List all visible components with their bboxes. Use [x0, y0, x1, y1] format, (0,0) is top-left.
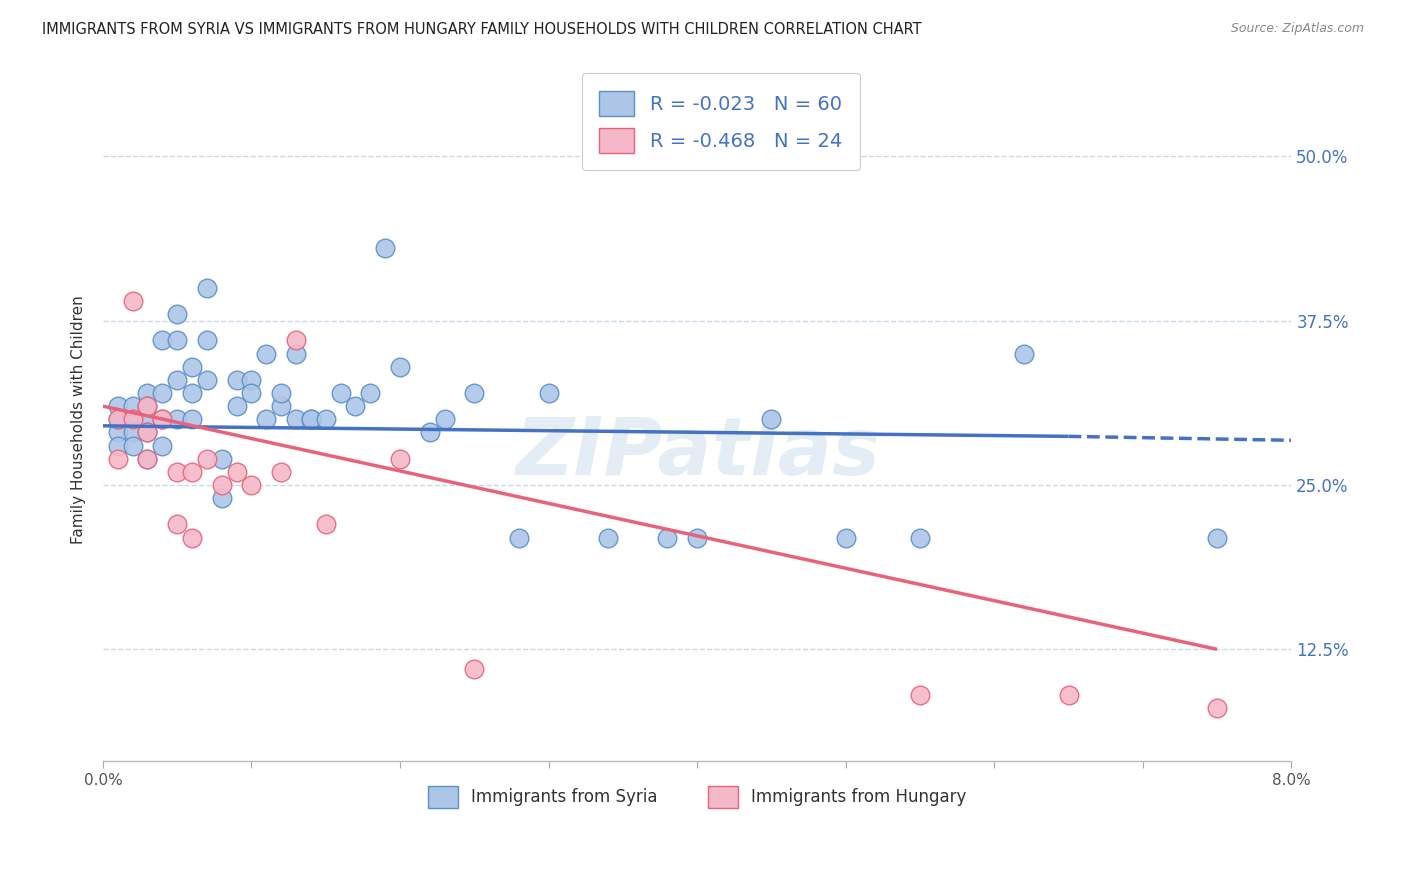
Point — [136, 451, 159, 466]
Legend: Immigrants from Syria, Immigrants from Hungary: Immigrants from Syria, Immigrants from H… — [422, 780, 973, 814]
Point — [908, 689, 931, 703]
Point — [270, 399, 292, 413]
Point — [1206, 701, 1229, 715]
Point — [107, 399, 129, 413]
Point — [315, 517, 337, 532]
Point — [433, 412, 456, 426]
Point — [225, 373, 247, 387]
Point — [136, 399, 159, 413]
Point — [166, 334, 188, 348]
Point — [240, 386, 263, 401]
Point — [195, 451, 218, 466]
Point — [1012, 346, 1035, 360]
Point — [136, 412, 159, 426]
Point — [419, 425, 441, 440]
Point — [254, 346, 277, 360]
Point — [1206, 531, 1229, 545]
Point — [181, 465, 204, 479]
Point — [657, 531, 679, 545]
Point — [136, 386, 159, 401]
Point — [107, 412, 129, 426]
Point — [686, 531, 709, 545]
Point — [908, 531, 931, 545]
Point — [537, 386, 560, 401]
Point — [240, 373, 263, 387]
Point — [463, 386, 485, 401]
Point — [195, 281, 218, 295]
Point — [121, 293, 143, 308]
Text: IMMIGRANTS FROM SYRIA VS IMMIGRANTS FROM HUNGARY FAMILY HOUSEHOLDS WITH CHILDREN: IMMIGRANTS FROM SYRIA VS IMMIGRANTS FROM… — [42, 22, 922, 37]
Point — [136, 425, 159, 440]
Point — [150, 412, 173, 426]
Point — [225, 465, 247, 479]
Point — [150, 438, 173, 452]
Point — [285, 346, 308, 360]
Point — [181, 386, 204, 401]
Point — [166, 373, 188, 387]
Point — [107, 451, 129, 466]
Point — [270, 386, 292, 401]
Point — [136, 399, 159, 413]
Point — [150, 386, 173, 401]
Point — [834, 531, 856, 545]
Point — [344, 399, 367, 413]
Point — [121, 412, 143, 426]
Point — [121, 425, 143, 440]
Point — [225, 399, 247, 413]
Point — [389, 451, 412, 466]
Point — [166, 412, 188, 426]
Point — [508, 531, 530, 545]
Point — [150, 334, 173, 348]
Point — [285, 334, 308, 348]
Point — [136, 425, 159, 440]
Point — [136, 451, 159, 466]
Point — [463, 662, 485, 676]
Point — [121, 399, 143, 413]
Point — [166, 307, 188, 321]
Point — [1057, 689, 1080, 703]
Point — [315, 412, 337, 426]
Point — [761, 412, 783, 426]
Point — [107, 438, 129, 452]
Point — [211, 478, 233, 492]
Point — [181, 359, 204, 374]
Point — [285, 412, 308, 426]
Point — [596, 531, 619, 545]
Point — [389, 359, 412, 374]
Point — [181, 531, 204, 545]
Point — [107, 425, 129, 440]
Point — [166, 517, 188, 532]
Text: Source: ZipAtlas.com: Source: ZipAtlas.com — [1230, 22, 1364, 36]
Point — [181, 412, 204, 426]
Point — [195, 334, 218, 348]
Point — [329, 386, 352, 401]
Point — [270, 465, 292, 479]
Point — [299, 412, 322, 426]
Point — [195, 373, 218, 387]
Point — [121, 412, 143, 426]
Point — [166, 465, 188, 479]
Point — [359, 386, 381, 401]
Point — [299, 412, 322, 426]
Point — [150, 412, 173, 426]
Point — [254, 412, 277, 426]
Y-axis label: Family Households with Children: Family Households with Children — [72, 295, 86, 543]
Point — [121, 438, 143, 452]
Point — [374, 241, 396, 255]
Point — [211, 451, 233, 466]
Point — [211, 491, 233, 505]
Point — [107, 412, 129, 426]
Text: ZIPatlas: ZIPatlas — [515, 415, 880, 492]
Point — [240, 478, 263, 492]
